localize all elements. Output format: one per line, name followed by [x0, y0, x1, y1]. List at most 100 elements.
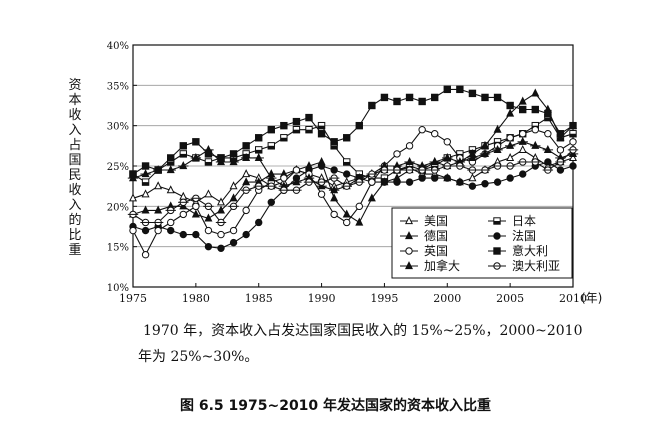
data-point [242, 153, 251, 162]
data-point [292, 166, 301, 174]
body-line-1: 1970 年，资本收入占发达国家国民收入的 15%~25%，2000~2010 [143, 323, 583, 339]
data-point [468, 153, 477, 162]
legend-marker [493, 232, 501, 240]
y-tick-label: 15% [107, 243, 129, 254]
data-point [544, 158, 552, 166]
legend-marker [404, 231, 414, 240]
series-8 [127, 146, 579, 227]
data-point [267, 198, 275, 207]
data-point [456, 178, 464, 186]
data-point [342, 209, 351, 218]
data-point [166, 185, 175, 194]
data-point [531, 140, 540, 149]
data-point [179, 230, 187, 239]
data-point [355, 202, 363, 211]
legend-marker [404, 261, 414, 270]
data-point [518, 144, 527, 153]
data-point [167, 154, 175, 162]
data-point [280, 174, 288, 182]
data-point [179, 142, 187, 150]
data-point [330, 210, 338, 219]
data-point-fill [205, 161, 212, 166]
x-tick-label: 1985 [245, 292, 273, 305]
data-point [569, 162, 577, 170]
data-point-fill [569, 133, 577, 137]
x-tick-label: 1990 [308, 292, 336, 305]
data-point [216, 157, 226, 166]
data-point [443, 85, 451, 94]
data-point [192, 202, 200, 211]
data-point [317, 162, 326, 170]
data-point [204, 242, 213, 251]
legend-label: 法国 [512, 229, 536, 243]
data-point [393, 150, 401, 158]
y-tick-label: 40% [107, 41, 129, 52]
legend-label: 美国 [424, 214, 448, 228]
data-point [543, 144, 552, 153]
data-point [468, 173, 477, 182]
data-point [431, 130, 439, 138]
body-paragraph: 1970 年，资本收入占发达国家国民收入的 15%~25%，2000~2010 … [138, 318, 598, 370]
x-axis-unit: (年) [581, 291, 602, 305]
data-point [267, 173, 276, 182]
data-point [292, 117, 301, 126]
legend-box [391, 207, 573, 279]
data-point [330, 193, 339, 202]
data-point [544, 130, 552, 138]
data-point [519, 130, 527, 138]
data-point-fill [142, 182, 149, 186]
data-point-fill [343, 161, 350, 166]
data-point [254, 153, 263, 162]
data-point [380, 178, 389, 186]
data-point [192, 230, 200, 239]
data-point [191, 209, 200, 218]
data-point [280, 121, 288, 130]
y-tick-label: 10% [107, 283, 129, 294]
legend-label: 英国 [424, 244, 448, 258]
data-point [229, 238, 238, 247]
data-point [518, 96, 527, 105]
legend-marker [405, 247, 413, 255]
data-point [166, 165, 175, 174]
data-point [229, 181, 238, 190]
x-tick-label: 1995 [370, 292, 398, 305]
data-point [129, 226, 137, 235]
data-point [556, 146, 565, 154]
data-point [216, 197, 226, 206]
data-point [405, 142, 414, 150]
data-point [506, 153, 515, 162]
data-point [141, 205, 150, 214]
data-point [242, 206, 250, 215]
data-point-fill [318, 125, 325, 129]
data-point [493, 178, 502, 186]
data-point [506, 108, 515, 117]
data-point-fill [293, 129, 300, 133]
data-point [204, 189, 213, 198]
data-point [167, 218, 175, 227]
data-point-fill [305, 129, 313, 133]
data-point [405, 178, 414, 186]
data-point [367, 193, 376, 202]
data-point [141, 189, 150, 198]
data-point [128, 193, 138, 202]
x-tick-label: 2010 [559, 292, 587, 305]
data-point [154, 181, 163, 190]
data-point [217, 230, 225, 239]
data-point [493, 93, 502, 102]
data-point [368, 101, 376, 110]
data-point [330, 185, 339, 194]
data-point [204, 213, 213, 222]
body-line-2: 年为 25%~30%。 [138, 349, 259, 365]
legend-marker [404, 216, 414, 225]
data-point-fill [180, 153, 187, 158]
data-point [255, 218, 263, 227]
data-point [355, 121, 363, 130]
x-tick-label: 1980 [182, 292, 210, 305]
data-point [531, 105, 539, 114]
data-point [141, 162, 150, 170]
y-tick-label: 30% [107, 122, 129, 133]
data-point [531, 126, 539, 134]
series-line [132, 92, 574, 224]
data-point [217, 244, 225, 252]
data-point-fill [167, 161, 174, 166]
